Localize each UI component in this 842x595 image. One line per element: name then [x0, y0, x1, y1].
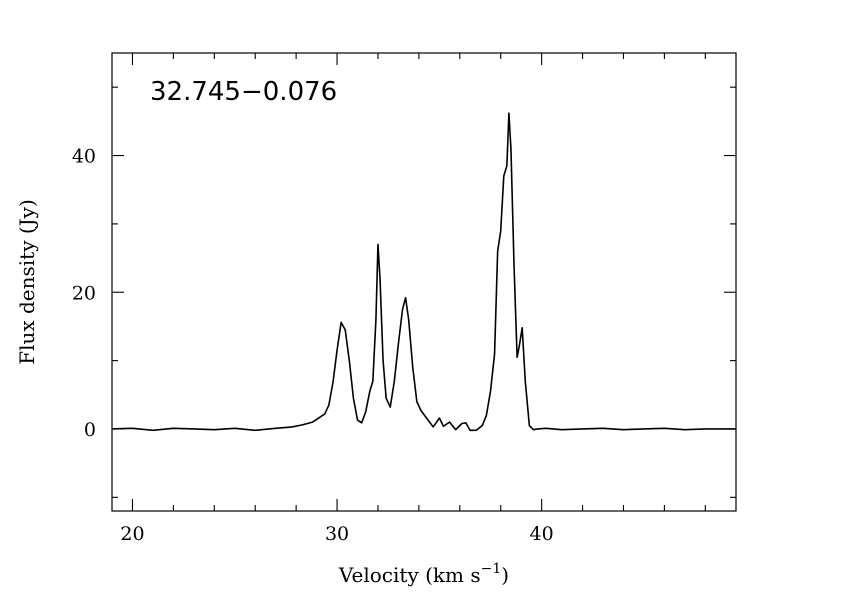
x-tick-label: 20 — [120, 523, 144, 545]
axis-ticks — [112, 53, 736, 511]
y-tick-label: 20 — [72, 282, 96, 304]
spectrum-line — [111, 112, 736, 432]
y-tick-label: 40 — [72, 146, 96, 168]
x-axis-label-close: ) — [501, 563, 509, 587]
axis-tick-labels: 20 30 40 0 20 40 — [72, 146, 554, 545]
source-name-label: 32.745−0.076 — [150, 77, 337, 107]
x-axis-label-superscript: −1 — [481, 561, 502, 577]
x-tick-label: 40 — [530, 523, 554, 545]
x-axis-label: Velocity (km s−1) — [338, 561, 509, 587]
y-axis-label: Flux density (Jy) — [15, 199, 39, 365]
x-axis-label-main: Velocity (km s — [338, 563, 481, 587]
plot-frame — [111, 52, 737, 512]
x-tick-label: 30 — [325, 523, 349, 545]
y-tick-label: 0 — [84, 419, 96, 441]
